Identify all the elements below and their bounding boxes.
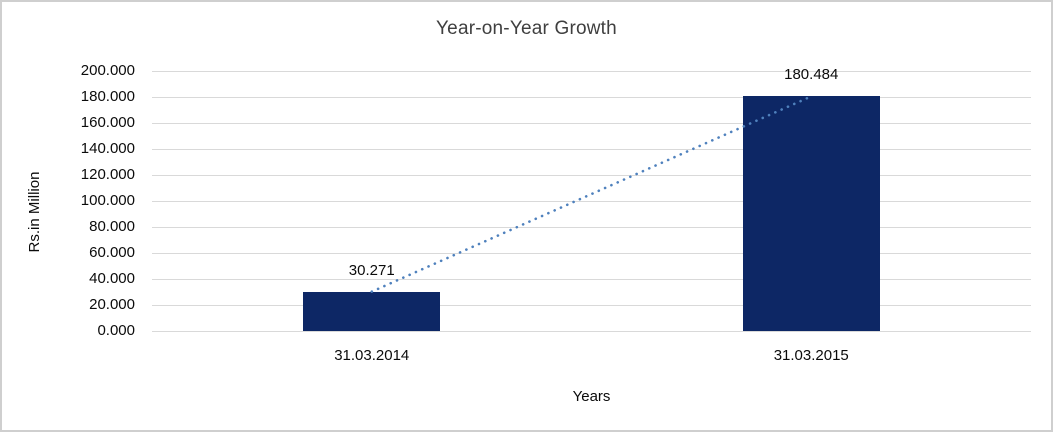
gridline	[152, 148, 1031, 150]
y-tick-label: 200.000	[80, 62, 135, 79]
y-tick-label: 40.000	[89, 270, 135, 287]
gridline	[152, 304, 1031, 306]
gridline	[152, 96, 1031, 98]
chart-title: Year-on-Year Growth	[436, 18, 617, 39]
y-tick-label: 20.000	[89, 296, 135, 313]
y-axis-title: Rs.in Million	[26, 171, 43, 253]
gridline	[152, 252, 1031, 254]
y-tick-label: 0.000	[97, 322, 135, 339]
y-tick-label: 80.000	[89, 218, 135, 235]
gridline	[152, 226, 1031, 228]
gridline	[152, 200, 1031, 202]
y-tick-label: 160.000	[80, 114, 135, 131]
bar-31.03.2014	[303, 291, 441, 331]
y-tick-label: 180.000	[80, 88, 135, 105]
y-tick-label: 100.000	[80, 192, 135, 209]
gridline	[152, 278, 1031, 280]
gridline	[152, 70, 1031, 72]
gridline	[152, 122, 1031, 124]
bar-31.03.2015	[742, 96, 880, 331]
y-tick-label: 60.000	[89, 244, 135, 261]
plot-area: 30.271 180.484	[152, 66, 1031, 332]
x-category-label: 31.03.2015	[773, 347, 849, 364]
trendline	[370, 95, 813, 293]
x-category-label: 31.03.2014	[334, 347, 410, 364]
gridline	[152, 174, 1031, 176]
data-label: 30.271	[348, 261, 395, 279]
y-tick-label: 120.000	[80, 166, 135, 183]
y-tick-label: 140.000	[80, 140, 135, 157]
gridline	[152, 330, 1031, 332]
data-label: 180.484	[784, 66, 839, 84]
x-axis-title: Years	[572, 388, 611, 405]
